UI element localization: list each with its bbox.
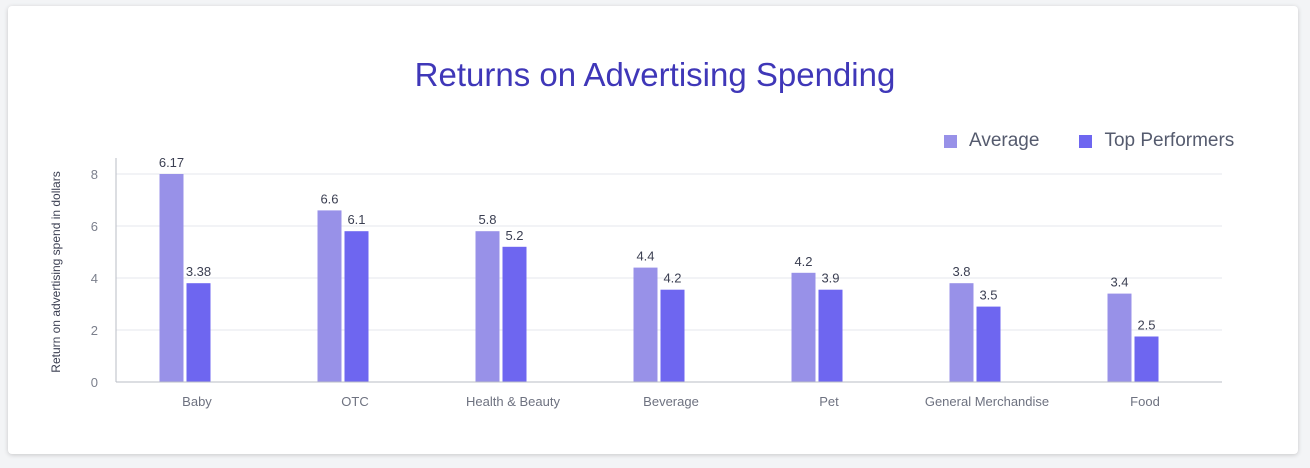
- chart-legend: Average Top Performers: [944, 130, 1234, 152]
- y-tick-label: 0: [91, 375, 98, 390]
- data-label: 3.5: [979, 288, 997, 303]
- legend-label-average: Average: [969, 130, 1040, 151]
- x-category-label: Pet: [819, 394, 839, 409]
- legend-swatch-average: [944, 134, 957, 148]
- bar-top-performers[interactable]: [818, 289, 843, 382]
- bar-average[interactable]: [475, 231, 500, 382]
- y-tick-label: 4: [91, 271, 98, 286]
- data-label: 2.5: [1137, 318, 1155, 333]
- data-label: 3.4: [1110, 275, 1128, 290]
- chart-title: Returns on Advertising Spending: [414, 56, 896, 93]
- x-category-label: OTC: [341, 394, 368, 409]
- data-label: 6.17: [159, 155, 184, 170]
- legend-swatch-top-performers: [1079, 134, 1093, 148]
- bar-average[interactable]: [791, 272, 816, 382]
- x-category-label: Beverage: [643, 394, 699, 409]
- bar-average[interactable]: [159, 174, 184, 382]
- bar-top-performers[interactable]: [660, 289, 685, 382]
- data-label: 6.1: [347, 212, 365, 227]
- y-tick-label: 2: [91, 323, 98, 338]
- data-label: 6.6: [320, 191, 338, 206]
- legend-item-top-performers[interactable]: Top Performers: [1079, 130, 1234, 152]
- legend-label-top-performers: Top Performers: [1104, 130, 1235, 151]
- data-label: 5.8: [478, 212, 496, 227]
- bar-average[interactable]: [633, 267, 658, 382]
- y-tick-label: 8: [91, 167, 98, 182]
- x-category-label: Baby: [182, 394, 212, 409]
- x-category-label: Food: [1130, 394, 1160, 409]
- bar-top-performers[interactable]: [1134, 336, 1159, 383]
- x-axis-categories: Baby OTC Health & Beauty Beverage Pet General…: [182, 394, 1160, 409]
- data-label: 4.4: [636, 249, 654, 264]
- bar-top-performers[interactable]: [344, 231, 369, 382]
- data-label: 4.2: [663, 271, 681, 286]
- y-tick-label: 6: [91, 219, 98, 234]
- bar-top-performers[interactable]: [976, 306, 1001, 382]
- data-label: 3.38: [186, 264, 211, 279]
- bar-average[interactable]: [317, 210, 342, 382]
- x-category-label: General Merchandise: [925, 394, 1049, 409]
- bar-average[interactable]: [1107, 293, 1132, 382]
- legend-item-average[interactable]: Average: [944, 130, 1039, 152]
- bar-top-performers[interactable]: [186, 283, 211, 382]
- bar-average[interactable]: [949, 283, 974, 382]
- y-axis-ticks: 0 2 4 6 8: [91, 167, 98, 390]
- x-category-label: Health & Beauty: [466, 394, 560, 409]
- y-axis-label: Return on advertising spend in dollars: [49, 171, 63, 372]
- data-label: 3.8: [952, 264, 970, 279]
- data-label: 4.2: [794, 254, 812, 269]
- bars: 6.17 3.38 6.6 6.1 5.8 5.2 4.4 4.2 4.2 3.9 3.8 3.5 3.…: [159, 155, 1159, 382]
- data-label: 3.9: [821, 271, 839, 286]
- bar-top-performers[interactable]: [502, 246, 527, 382]
- data-label: 5.2: [505, 228, 523, 243]
